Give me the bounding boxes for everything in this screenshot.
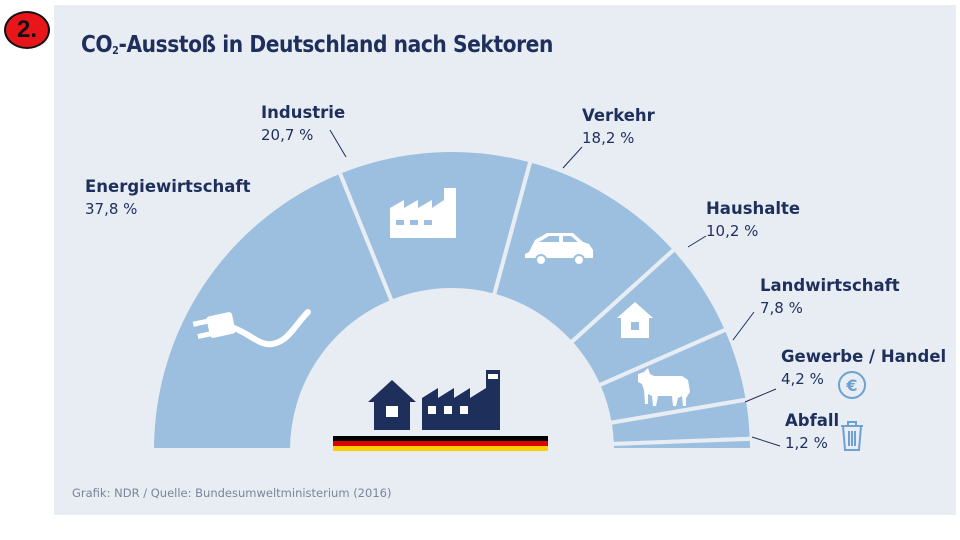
house-icon <box>617 302 653 338</box>
chart-title-subscript: 2 <box>112 44 119 57</box>
leader-line-6 <box>751 436 781 447</box>
center-factory-icon <box>422 370 500 430</box>
chart-title: CO2-Ausstoß in Deutschland nach Sektoren <box>81 32 553 58</box>
flag-stripe-black <box>333 436 548 441</box>
label-value-6: 1,2 % <box>785 434 828 452</box>
leader-line-4 <box>732 311 755 341</box>
label-value-4: 7,8 % <box>760 299 803 317</box>
source-note: Grafik: NDR / Quelle: Bundesumweltminist… <box>72 486 392 500</box>
label-value-5: 4,2 % <box>781 370 824 388</box>
leader-line-2 <box>562 146 583 169</box>
label-value-0: 37,8 % <box>85 200 137 218</box>
segment-energiewirtschaft <box>149 169 395 452</box>
plug-icon <box>192 309 311 348</box>
factory-icon <box>390 188 456 238</box>
label-name-4: Landwirtschaft <box>760 276 900 295</box>
german-flag-stripes <box>333 436 548 451</box>
label-name-1: Industrie <box>261 103 345 122</box>
euro-icon: € <box>838 371 866 399</box>
car-icon <box>525 233 593 266</box>
svg-text:€: € <box>845 376 857 395</box>
slide-number-badge: 2. <box>4 11 50 49</box>
chart-title-suffix: -Ausstoß in Deutschland nach Sektoren <box>118 32 553 58</box>
leader-line-3 <box>687 235 707 248</box>
segment-abfall <box>609 436 755 452</box>
label-value-1: 20,7 % <box>261 126 313 144</box>
label-value-3: 10,2 % <box>706 222 758 240</box>
chart-title-prefix: CO <box>81 32 113 58</box>
leader-line-1 <box>329 129 347 158</box>
flag-stripe-gold <box>333 446 548 451</box>
label-name-3: Haushalte <box>706 199 800 218</box>
flag-stripe-red <box>333 441 548 446</box>
label-value-2: 18,2 % <box>582 129 634 147</box>
center-house-icon <box>368 380 416 430</box>
label-name-0: Energiewirtschaft <box>85 177 251 196</box>
cow-icon <box>638 368 690 406</box>
leader-line-5 <box>744 388 777 403</box>
leader-lines <box>329 129 781 447</box>
trash-icon <box>841 421 863 451</box>
label-name-5: Gewerbe / Handel <box>781 347 946 366</box>
label-name-2: Verkehr <box>582 106 656 125</box>
segment-labels: Energiewirtschaft 37,8 % Industrie 20,7 % Ve… <box>85 103 946 452</box>
label-name-6: Abfall <box>785 411 839 430</box>
